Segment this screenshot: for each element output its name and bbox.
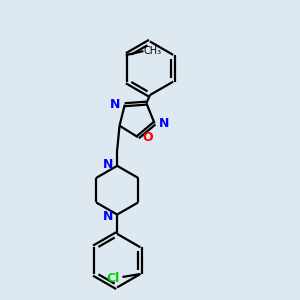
Text: O: O [142, 131, 153, 144]
Text: Cl: Cl [107, 272, 120, 285]
Text: N: N [110, 98, 121, 111]
Text: N: N [103, 158, 113, 170]
Text: N: N [103, 210, 113, 223]
Text: CH₃: CH₃ [143, 46, 161, 56]
Text: N: N [159, 117, 169, 130]
